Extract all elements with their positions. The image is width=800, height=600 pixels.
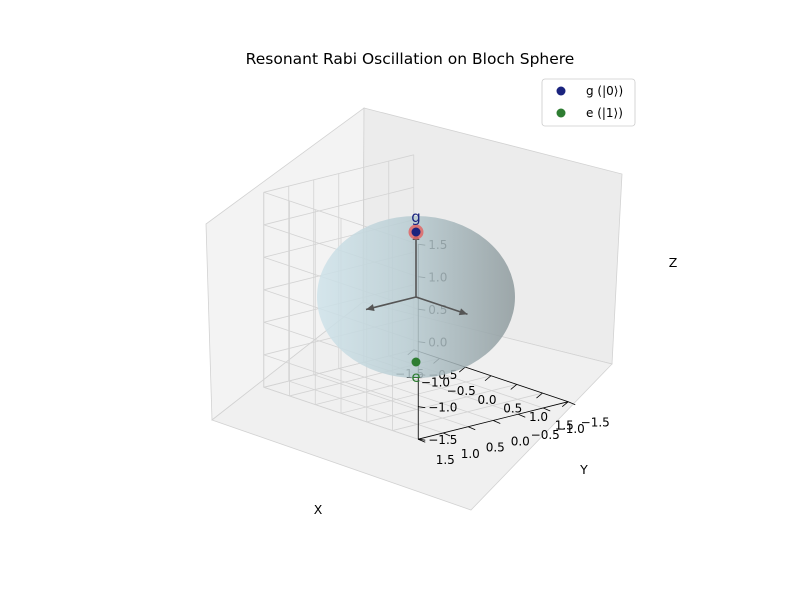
gridline-z — [263, 154, 414, 193]
y-tick — [468, 426, 476, 431]
x-tick-label: 1.5 — [555, 419, 574, 433]
z-tick — [418, 406, 426, 409]
chart-title: Resonant Rabi Oscillation on Bloch Spher… — [246, 50, 575, 68]
y-tick-label: 1.5 — [436, 453, 455, 467]
z-axis-label: Z — [669, 255, 678, 270]
bloch-y-arrow-head — [366, 304, 375, 311]
y-tick — [493, 420, 501, 424]
point-e — [411, 357, 421, 367]
x-tick — [458, 366, 466, 373]
y-tick-label: −1.5 — [581, 416, 610, 430]
y-tick — [443, 432, 451, 437]
bloch-x-arrow-head — [458, 308, 468, 316]
y-axis-label: Y — [579, 462, 588, 477]
state-points: ge — [408, 208, 424, 386]
y-tick-label: −0.5 — [531, 428, 560, 442]
x-tick-label: 0.5 — [503, 401, 522, 415]
point-g — [411, 227, 421, 237]
gridline-z — [263, 186, 414, 226]
x-tick — [484, 375, 492, 382]
bloch-x-arrow — [415, 296, 468, 316]
y-tick-label: −1.0 — [556, 422, 585, 436]
y-tick — [568, 401, 576, 406]
legend-label-g: g (|0⟩) — [586, 84, 623, 98]
x-tick-label: 0.0 — [477, 393, 496, 407]
point-label-g: g — [411, 208, 421, 226]
y-tick — [543, 407, 551, 412]
gridline-y — [263, 386, 419, 440]
legend-marker-e — [556, 108, 566, 118]
y-tick-label: 0.0 — [511, 434, 530, 448]
z-tick-label: −1.5 — [428, 433, 457, 447]
x-tick-label: 1.0 — [529, 410, 548, 424]
x-tick-label: −0.5 — [447, 384, 476, 398]
gridline-y — [288, 380, 444, 434]
legend: g (|0⟩) e (|1⟩) — [541, 78, 636, 127]
y-tick — [418, 438, 426, 443]
x-tick-label: −1.0 — [421, 375, 450, 389]
legend-label-e: e (|1⟩) — [586, 106, 623, 120]
bloch-y-arrow — [365, 296, 417, 311]
pane-floor — [211, 301, 613, 511]
x-tick — [536, 392, 543, 399]
x-axis-label: X — [314, 502, 323, 517]
x-tick — [510, 384, 518, 390]
legend-marker-g — [556, 86, 566, 96]
y-tick-label: 1.0 — [461, 447, 480, 461]
y-tick — [518, 413, 526, 418]
x-tick — [561, 401, 569, 408]
z-tick-label: −1.0 — [428, 401, 457, 415]
point-label-e: e — [411, 368, 420, 386]
y-tick-label: 0.5 — [486, 441, 505, 455]
